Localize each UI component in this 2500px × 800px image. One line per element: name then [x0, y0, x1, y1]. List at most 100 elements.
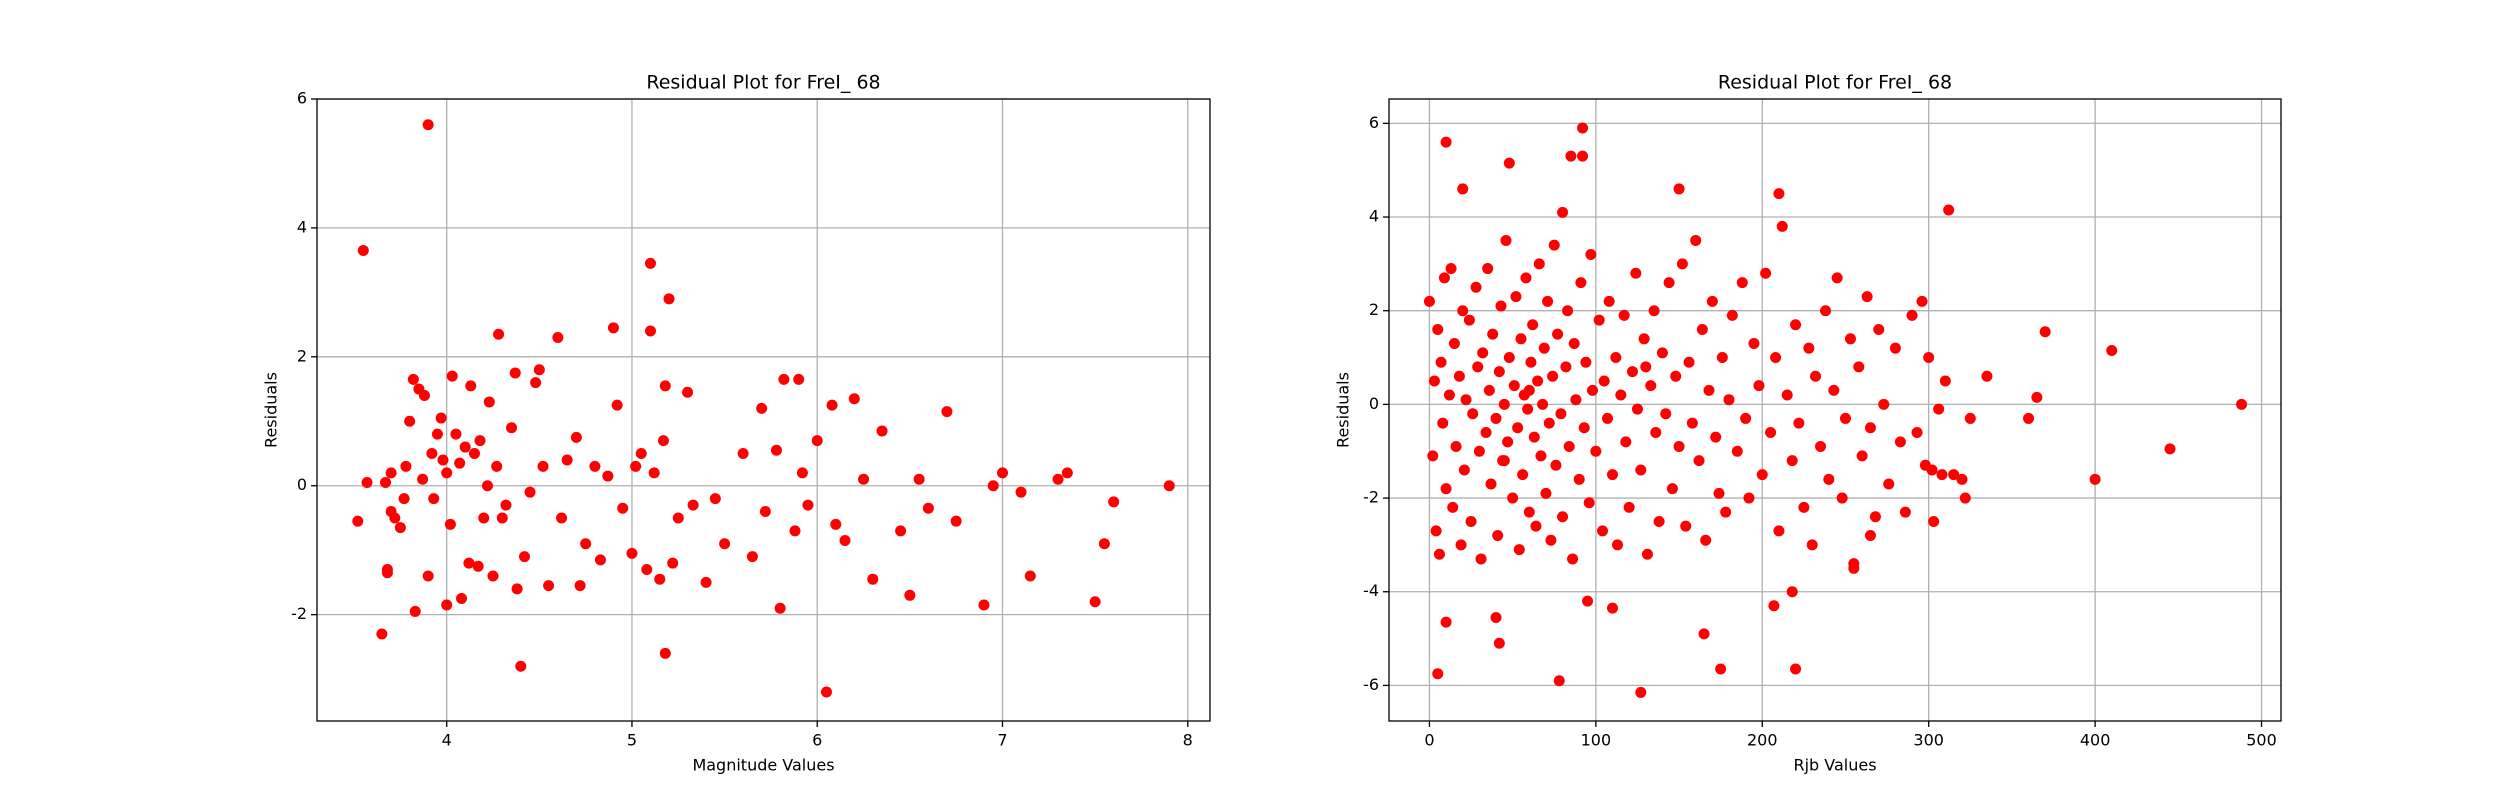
point: [1645, 380, 1657, 392]
point: [1438, 272, 1450, 284]
point: [1503, 352, 1515, 364]
x-tick-label: 5: [627, 731, 637, 750]
point: [659, 647, 671, 659]
point: [778, 373, 790, 385]
point: [793, 373, 805, 385]
point: [635, 448, 647, 460]
point: [1498, 398, 1510, 410]
point: [1864, 530, 1876, 542]
point: [1793, 417, 1805, 429]
point: [1545, 534, 1557, 546]
point: [626, 547, 638, 559]
point: [1700, 534, 1712, 546]
x-tick-label: 8: [1183, 731, 1193, 750]
point: [641, 564, 653, 576]
point: [1483, 384, 1495, 396]
point: [996, 467, 1008, 479]
point: [895, 525, 907, 537]
plot-frame: [316, 98, 1211, 722]
y-tick-label: 0: [297, 475, 307, 494]
point: [1520, 272, 1532, 284]
point: [589, 460, 601, 472]
point: [644, 257, 656, 269]
point: [913, 473, 925, 485]
point: [1565, 150, 1577, 162]
point: [1790, 319, 1802, 331]
point: [1731, 445, 1743, 457]
point: [1507, 492, 1519, 504]
point: [667, 557, 679, 569]
point: [509, 367, 521, 379]
point: [537, 460, 549, 472]
point: [1467, 408, 1479, 420]
point: [1693, 455, 1705, 467]
point: [1889, 342, 1901, 354]
point: [1786, 455, 1798, 467]
point: [1959, 492, 1971, 504]
point: [1089, 596, 1101, 608]
point: [1528, 431, 1540, 443]
point: [648, 467, 660, 479]
point: [1530, 520, 1542, 532]
point: [611, 399, 623, 411]
point: [556, 512, 568, 524]
point: [1864, 422, 1876, 434]
point: [1480, 426, 1492, 438]
point: [1440, 136, 1452, 148]
point: [1537, 398, 1549, 410]
point: [1457, 305, 1469, 317]
point: [1472, 361, 1484, 373]
point: [630, 460, 642, 472]
point: [1743, 492, 1755, 504]
point: [1098, 538, 1110, 550]
point: [1926, 464, 1938, 476]
point: [487, 570, 499, 582]
point: [422, 570, 434, 582]
point: [1690, 234, 1702, 246]
point: [441, 599, 453, 611]
point: [1602, 412, 1614, 424]
point: [659, 380, 671, 392]
point: [1765, 426, 1777, 438]
point: [1473, 445, 1485, 457]
point: [1810, 370, 1822, 382]
point: [1928, 515, 1940, 527]
point: [1482, 263, 1494, 275]
point: [1061, 467, 1073, 479]
point: [1430, 525, 1442, 537]
chart-title: Residual Plot for FreI_ 68: [1718, 72, 1952, 94]
point: [876, 425, 888, 437]
point: [1939, 375, 1951, 387]
point: [1606, 469, 1618, 481]
point: [1590, 445, 1602, 457]
point: [1458, 464, 1470, 476]
point: [1839, 412, 1851, 424]
point: [654, 573, 666, 585]
point: [1964, 412, 1976, 424]
point: [1696, 323, 1708, 335]
point: [1493, 637, 1505, 649]
point: [1618, 309, 1630, 321]
point: [352, 515, 364, 527]
point: [1861, 291, 1873, 303]
point: [644, 325, 656, 337]
point: [468, 448, 480, 460]
point: [1820, 305, 1832, 317]
point: [533, 364, 545, 376]
point: [580, 538, 592, 550]
point: [1585, 249, 1597, 260]
point: [1626, 366, 1638, 378]
point: [380, 477, 392, 489]
point: [1498, 455, 1510, 467]
point: [759, 506, 771, 518]
point: [1548, 239, 1560, 251]
point: [454, 457, 466, 469]
point: [1583, 497, 1595, 509]
x-axis-label: Rjb Values: [1793, 756, 1876, 775]
point: [756, 402, 768, 414]
point: [437, 454, 449, 466]
point: [1650, 426, 1662, 438]
point: [574, 580, 586, 592]
point: [1540, 487, 1552, 499]
